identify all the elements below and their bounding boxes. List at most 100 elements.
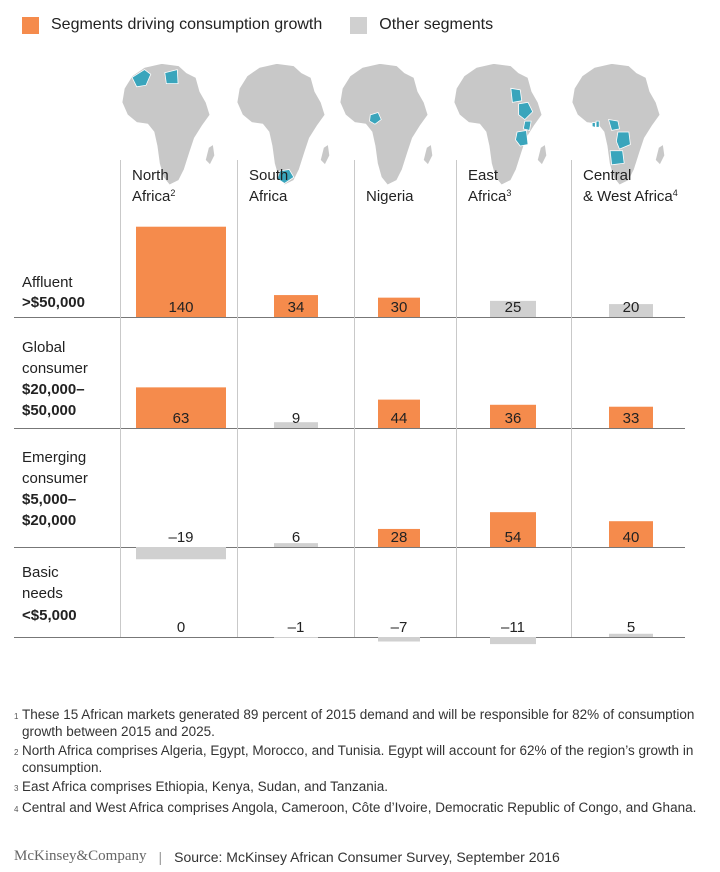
chart: North Africa2 South Africa Nigeria East Africa… [14, 62, 685, 645]
value-label-2-col-1: 63 [173, 410, 190, 427]
bar-segment-1-col-4 [490, 300, 536, 317]
bar-segment-2-col-4 [490, 404, 536, 428]
map-highlight-4-3 [522, 120, 532, 131]
column-header-line1-5: Central [583, 167, 631, 184]
footnote-3: 3 East Africa comprises Ethiopia, Kenya, … [14, 778, 704, 797]
footnote-4-number: 4 [14, 805, 19, 814]
legend-swatch-other [350, 16, 368, 34]
segment-income-2-line-2: $50,000 [22, 402, 76, 419]
column-header-footnote-5: 4 [673, 188, 678, 198]
segment-label-2-line-2: consumer [22, 360, 88, 377]
value-label-1-col-1: 140 [168, 299, 193, 316]
map-highlight-5-4 [615, 131, 631, 150]
footnote-1-number: 1 [14, 712, 19, 721]
map-landmass-1 [121, 62, 211, 186]
value-label-3-col-1: –19 [168, 529, 193, 546]
segment-income-3-line-2: $20,000 [22, 512, 76, 529]
map-africa-2 [236, 62, 331, 186]
legend: Segments driving consumption growth Othe… [22, 16, 493, 34]
segment-income-4-line-1: <$5,000 [22, 607, 77, 624]
value-label-4-col-4: –11 [501, 619, 525, 636]
map-africa-3 [339, 62, 434, 186]
value-label-1-col-4: 25 [505, 299, 522, 316]
footnote-3-number: 3 [14, 784, 19, 793]
source-text: Source: McKinsey African Consumer Survey… [174, 848, 560, 865]
column-header-line1-2: South [249, 167, 288, 184]
value-label-4-col-2: –1 [288, 619, 305, 636]
value-label-3-col-2: 6 [292, 529, 300, 546]
segment-label-2-line-1: Global [22, 339, 65, 356]
bar-segment-1-col-1 [136, 226, 226, 317]
bar-segment-3-col-2 [274, 543, 318, 547]
bar-segment-4-col-4 [490, 637, 536, 645]
segment-income-1-line-1: >$50,000 [22, 294, 85, 311]
value-label-3-col-5: 40 [623, 529, 640, 546]
footnote-3-text: East Africa comprises Ethiopia, Kenya, S… [22, 779, 388, 794]
segment-label-1-line-1: Affluent [22, 274, 73, 291]
bar-segment-1-col-5 [609, 304, 653, 317]
value-label-1-col-3: 30 [391, 299, 408, 316]
source-line: McKinsey&Company | Source: McKinsey Afri… [14, 848, 560, 865]
column-header-line2-2: Africa [249, 188, 288, 205]
bar-segment-1-col-3 [378, 297, 420, 317]
legend-item-growth: Segments driving consumption growth [22, 16, 322, 34]
map-landmass-2 [236, 62, 326, 186]
map-madagascar-3 [422, 143, 434, 166]
column-header-footnote-1: 2 [170, 188, 175, 198]
map-highlight-2-1 [277, 169, 295, 184]
bar-segment-4-col-3 [378, 637, 420, 642]
value-label-3-col-3: 28 [391, 529, 408, 546]
map-landmass-3 [339, 62, 429, 186]
bar-segment-3-col-3 [378, 528, 420, 547]
map-madagascar-2 [319, 143, 331, 166]
map-madagascar-5 [654, 143, 666, 166]
map-highlight-4-4 [515, 129, 529, 147]
column-header-line2-3: Nigeria [366, 188, 414, 205]
value-label-1-col-5: 20 [623, 299, 640, 316]
bar-segment-3-col-1 [136, 547, 226, 560]
value-label-4-col-3: –7 [391, 619, 408, 636]
column-header-line2-1: Africa2 [132, 188, 175, 205]
bar-segment-2-col-3 [378, 399, 420, 428]
column-header-line2-4: Africa3 [468, 188, 511, 205]
footnote-2-text: North Africa comprises Algeria, Egypt, M… [22, 743, 694, 775]
legend-label-other: Other segments [379, 16, 494, 33]
column-header-line1-4: East [468, 167, 499, 184]
map-africa-5 [571, 62, 666, 186]
segment-label-3-line-1: Emerging [22, 449, 86, 466]
column-header-footnote-4: 3 [506, 188, 511, 198]
map-highlight-1-2 [164, 69, 179, 85]
bar-segment-4-col-2 [274, 637, 318, 638]
map-highlight-5-3 [608, 119, 620, 131]
bar-segment-3-col-4 [490, 512, 536, 547]
map-highlight-5-5 [609, 150, 625, 166]
map-highlight-1-1 [131, 69, 152, 88]
column-header-line1-1: North [132, 167, 169, 184]
footnote-2-number: 2 [14, 748, 19, 757]
value-label-3-col-4: 54 [505, 529, 522, 546]
column-header-line2-5: & West Africa4 [583, 188, 678, 205]
legend-label-growth: Segments driving consumption growth [51, 16, 323, 33]
segment-income-2-line-1: $20,000– [22, 381, 85, 398]
map-highlight-4-2 [518, 101, 534, 121]
source-separator: | [158, 848, 163, 865]
value-label-2-col-4: 36 [505, 410, 522, 427]
bar-segment-3-col-5 [609, 521, 653, 547]
bar-segment-4-col-5 [609, 633, 653, 637]
map-africa-4 [453, 62, 548, 186]
segment-income-3-line-1: $5,000– [22, 491, 76, 508]
map-highlight-5-2 [591, 122, 596, 128]
footnote-1: 1 These 15 African markets generated 89 p… [14, 706, 704, 740]
footnote-1-text: These 15 African markets generated 89 pe… [22, 707, 695, 739]
value-label-2-col-3: 44 [391, 410, 408, 427]
map-highlight-5-1 [595, 120, 600, 128]
footnote-2: 2 North Africa comprises Algeria, Egypt, … [14, 742, 704, 776]
map-highlight-4-1 [510, 87, 523, 103]
value-label-4-col-5: 5 [627, 619, 635, 636]
value-label-2-col-2: 9 [292, 410, 300, 427]
bar-segment-2-col-2 [274, 422, 318, 428]
footnotes: 1 These 15 African markets generated 89 p… [14, 706, 704, 820]
map-highlight-3-1 [369, 112, 382, 125]
bar-segment-2-col-5 [609, 406, 653, 428]
bar-segment-1-col-2 [274, 295, 318, 317]
